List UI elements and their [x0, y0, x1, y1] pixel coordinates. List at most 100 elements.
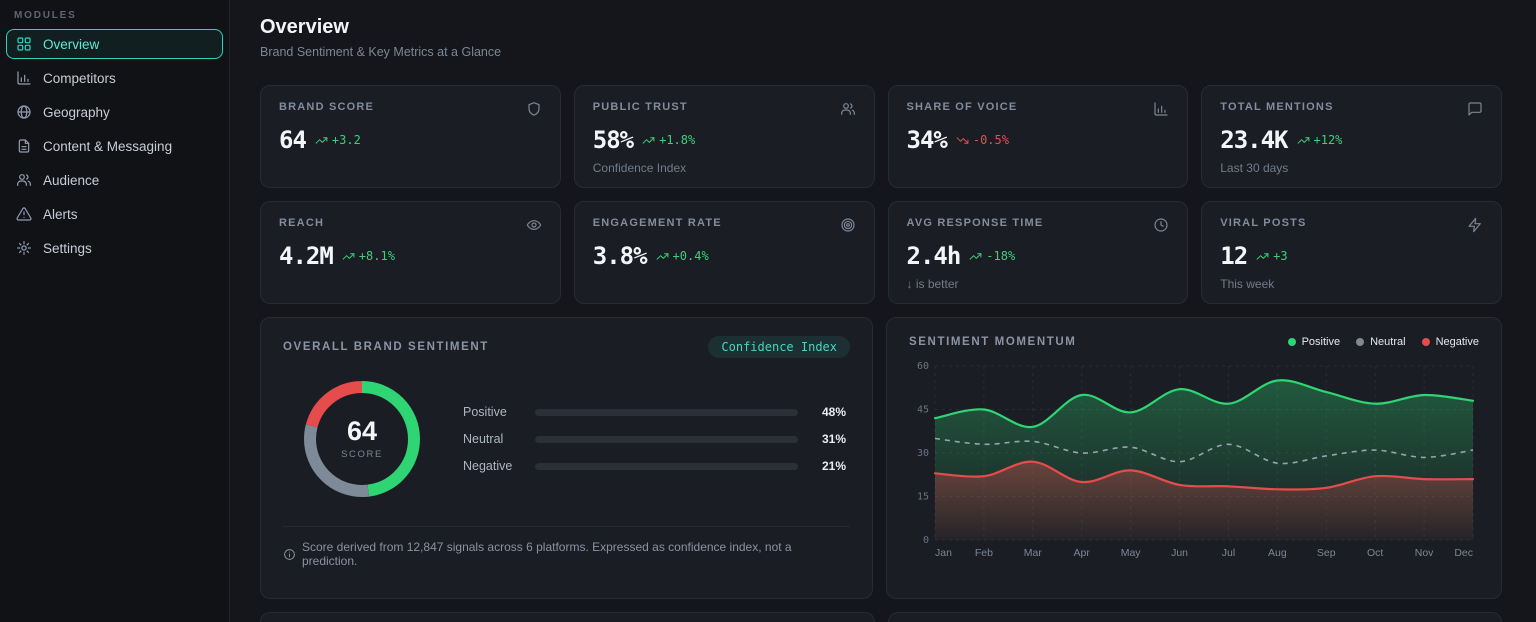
trending-up-icon: [342, 250, 355, 263]
legend-dot: [1287, 338, 1296, 346]
momentum-line-chart: 0 15 30 45 60 Jan Feb Mar Apr May Jun Jul Aug Sep Oct N…: [909, 356, 1479, 569]
next-row-cards: [260, 612, 1502, 622]
target-icon: [840, 217, 856, 233]
trending-up-icon: [656, 250, 669, 263]
sentiment-bars: Positive 48% Neutral 31% Negative 21%: [463, 405, 850, 473]
svg-text:30: 30: [917, 448, 929, 459]
globe-icon: [16, 104, 32, 120]
svg-text:0: 0: [923, 535, 929, 546]
kpi-value: 23.4K: [1220, 126, 1288, 154]
eye-icon: [526, 217, 542, 233]
svg-text:May: May: [1121, 547, 1142, 559]
kpi-card-reach: REACH 4.2M +8.1%: [260, 201, 561, 304]
kpi-trend-value: +3.2: [331, 133, 361, 147]
sidebar-item-label: Competitors: [43, 70, 116, 86]
sidebar-item-label: Settings: [43, 240, 92, 256]
users-icon: [840, 101, 856, 117]
svg-text:45: 45: [917, 405, 929, 416]
kpi-value: 4.2M: [279, 242, 334, 270]
divider: [283, 526, 850, 527]
svg-text:Jun: Jun: [1171, 547, 1188, 559]
kpi-trend: +3.2: [315, 133, 361, 147]
legend-item-neutral: Neutral: [1356, 336, 1406, 348]
svg-text:Oct: Oct: [1367, 547, 1383, 559]
kpi-subtitle: This week: [1220, 277, 1275, 291]
kpi-card-brand-score: BRAND SCORE 64 +3.2: [260, 85, 561, 188]
sidebar-item-competitors[interactable]: Competitors: [6, 63, 223, 93]
kpi-subtitle: Confidence Index: [592, 161, 687, 175]
kpi-label: VIRAL POSTS: [1220, 217, 1307, 229]
sidebar-item-audience[interactable]: Audience: [6, 165, 223, 195]
shield-icon: [526, 101, 542, 117]
momentum-chart-svg: 0 15 30 45 60 Jan Feb Mar Apr May Jun Jul Aug Sep Oct N…: [917, 361, 1475, 559]
kpi-trend-value: +1.8%: [659, 133, 696, 147]
svg-text:Feb: Feb: [975, 547, 993, 559]
svg-text:Mar: Mar: [1024, 547, 1043, 559]
lower-grid: OVERALL BRAND SENTIMENT Confidence Index…: [260, 317, 1502, 599]
kpi-card-public-trust: PUBLIC TRUST 58% +1.8% Confidence Index: [573, 85, 875, 188]
kpi-label: BRAND SCORE: [279, 101, 375, 113]
kpi-card-engagement-rate: ENGAGEMENT RATE 3.8% +0.4%: [573, 201, 875, 304]
donut-score-label: SCORE: [341, 449, 383, 460]
sentiment-row-label: Negative: [463, 459, 513, 473]
kpi-subtitle: ↓ is better: [906, 277, 959, 291]
sentiment-row-pct: 48%: [821, 405, 846, 419]
chart-legend: Positive Neutral Negative: [1287, 336, 1479, 348]
svg-text:15: 15: [917, 492, 929, 503]
sentiment-row-pct: 31%: [821, 432, 846, 446]
legend-item-positive: Positive: [1287, 336, 1340, 348]
trending-up-icon: [1297, 134, 1310, 147]
partial-card-left: [260, 612, 875, 622]
kpi-grid: BRAND SCORE 64 +3.2 PUBLIC TRUST 58% +1.8% Con…: [260, 85, 1502, 304]
legend-dot: [1356, 338, 1365, 346]
page-subtitle: Brand Sentiment & Key Metrics at a Glanc…: [260, 45, 502, 59]
sidebar-item-overview[interactable]: Overview: [6, 29, 223, 59]
sentiment-momentum-title: SENTIMENT MOMENTUM: [909, 336, 1077, 348]
layout-grid-icon: [16, 36, 32, 52]
svg-text:Apr: Apr: [1074, 547, 1091, 559]
kpi-trend: +0.4%: [656, 249, 709, 263]
kpi-label: REACH: [279, 217, 325, 229]
sidebar: MODULES Overview Competitors Geography Cont…: [0, 0, 230, 622]
sidebar-item-alerts[interactable]: Alerts: [6, 199, 223, 229]
kpi-label: AVG RESPONSE TIME: [906, 217, 1044, 229]
sentiment-footnote: Score derived from 12,847 signals across…: [283, 540, 850, 568]
sentiment-bar-track: [535, 408, 798, 416]
svg-text:Aug: Aug: [1268, 547, 1287, 559]
sentiment-bar-track: [535, 435, 798, 443]
kpi-value: 3.8%: [592, 242, 648, 270]
donut-score-value: 64: [346, 416, 378, 446]
trending-up-icon: [969, 250, 982, 263]
sidebar-item-content-messaging[interactable]: Content & Messaging: [6, 131, 223, 161]
chart-column-icon: [1153, 101, 1169, 117]
kpi-subtitle: Last 30 days: [1220, 161, 1289, 175]
sentiment-bar-track: [535, 462, 798, 470]
kpi-value: 64: [279, 126, 307, 154]
sidebar-item-settings[interactable]: Settings: [6, 233, 223, 263]
svg-text:60: 60: [917, 361, 929, 372]
partial-card-right: [887, 612, 1502, 622]
page-title: Overview: [260, 16, 349, 38]
kpi-value: 34%: [906, 126, 948, 154]
trending-up-icon: [642, 134, 655, 147]
svg-text:Nov: Nov: [1415, 547, 1434, 559]
trending-down-icon: [956, 134, 969, 147]
sidebar-section-label: MODULES: [14, 10, 77, 21]
kpi-trend-value: +8.1%: [358, 249, 395, 263]
kpi-trend-value: +12%: [1313, 133, 1343, 147]
kpi-trend: -0.5%: [956, 133, 1009, 147]
kpi-card-avg-response-time: AVG RESPONSE TIME 2.4h -18% ↓ is better: [887, 201, 1189, 304]
kpi-label: SHARE OF VOICE: [906, 101, 1018, 113]
sentiment-row-positive: Positive 48%: [463, 405, 846, 419]
kpi-trend: -18%: [969, 249, 1015, 263]
chart-column-icon: [16, 70, 32, 86]
sentiment-row-label: Positive: [463, 405, 507, 419]
sidebar-item-label: Geography: [43, 104, 110, 120]
svg-text:Jan: Jan: [935, 547, 952, 559]
kpi-trend: +3: [1256, 249, 1288, 263]
kpi-value: 2.4h: [906, 242, 962, 270]
sidebar-item-geography[interactable]: Geography: [6, 97, 223, 127]
message-square-icon: [1467, 101, 1483, 117]
kpi-trend: +8.1%: [342, 249, 395, 263]
sidebar-item-label: Overview: [43, 36, 100, 52]
